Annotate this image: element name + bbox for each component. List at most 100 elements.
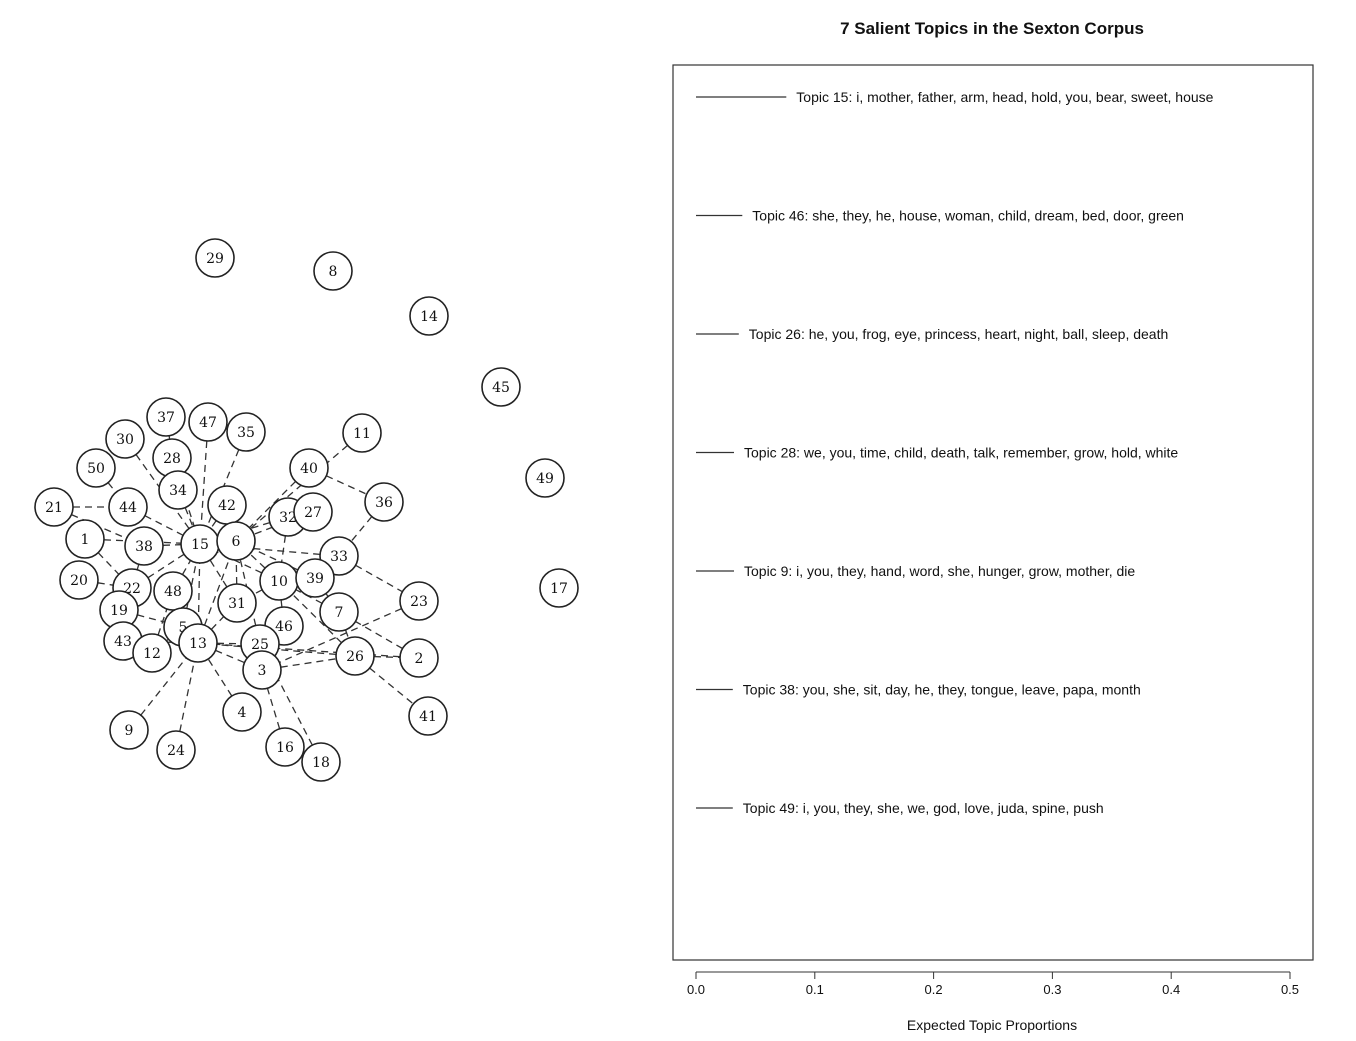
node-7: 7: [319, 592, 359, 632]
node-27: 27: [293, 492, 333, 532]
edge-40-36: [326, 475, 367, 495]
chart-title: 7 Salient Topics in the Sexton Corpus: [840, 19, 1144, 38]
node-circle: [124, 526, 164, 566]
edge-48-15: [181, 560, 192, 575]
node-label: 13: [189, 636, 207, 652]
node-label: 36: [375, 495, 393, 511]
edge-50-44: [107, 482, 117, 493]
edge-47-15: [200, 440, 208, 526]
edge-26-41: [369, 667, 414, 705]
node-label: 11: [353, 426, 371, 442]
node-label: 39: [306, 571, 324, 587]
node-circle: [65, 519, 105, 559]
node-circle: [313, 251, 353, 291]
node-label: 9: [125, 723, 134, 739]
node-label: 30: [116, 432, 134, 448]
node-circle: [301, 742, 341, 782]
node-label: 28: [163, 451, 181, 467]
topic-label: Topic 46: she, they, he, house, woman, c…: [752, 208, 1184, 224]
x-tick-label: 0.0: [687, 982, 705, 997]
node-1: 1: [65, 519, 105, 559]
node-label: 37: [157, 410, 175, 426]
node-circle: [156, 730, 196, 770]
node-label: 19: [110, 603, 128, 619]
node-circle: [59, 560, 99, 600]
edge-46-10: [280, 599, 283, 608]
node-circle: [105, 419, 145, 459]
edge-16-3: [266, 688, 281, 729]
node-label: 14: [420, 309, 438, 325]
node-circle: [217, 583, 257, 623]
node-label: 32: [279, 510, 297, 526]
node-label: 45: [492, 380, 510, 396]
node-label: 40: [300, 461, 318, 477]
edge-5-15: [186, 562, 197, 609]
x-tick-label: 0.3: [1043, 982, 1061, 997]
node-circle: [34, 487, 74, 527]
node-circle: [76, 448, 116, 488]
node-35: 35: [226, 412, 266, 452]
node-circle: [242, 650, 282, 690]
node-circle: [109, 710, 149, 750]
node-26: 26: [335, 636, 375, 676]
node-circle: [108, 487, 148, 527]
node-25: 25: [240, 624, 280, 664]
node-20: 20: [59, 560, 99, 600]
node-47: 47: [188, 402, 228, 442]
topic-bars: Topic 15: i, mother, father, arm, head, …: [696, 89, 1214, 816]
edge-39-6: [252, 548, 299, 571]
edge-42-15: [210, 520, 217, 529]
node-label: 3: [258, 663, 267, 679]
node-label: 35: [237, 425, 255, 441]
node-circle: [399, 638, 439, 678]
node-36: 36: [364, 482, 404, 522]
node-circle: [364, 482, 404, 522]
edge-3-26: [280, 658, 337, 668]
topic-label: Topic 9: i, you, they, hand, word, she, …: [744, 563, 1135, 579]
node-circle: [158, 470, 198, 510]
edge-32-10: [280, 535, 287, 563]
node-label: 26: [346, 649, 364, 665]
x-tick-label: 0.4: [1162, 982, 1180, 997]
node-15: 15: [180, 524, 220, 564]
node-circle: [132, 633, 172, 673]
node-label: 31: [228, 596, 246, 612]
node-21: 21: [34, 487, 74, 527]
node-23: 23: [399, 581, 439, 621]
node-label: 6: [232, 534, 241, 550]
node-circle: [178, 623, 218, 663]
plot-frame: [672, 64, 1314, 961]
node-48: 48: [153, 571, 193, 611]
node-circle: [399, 581, 439, 621]
topic-row: Topic 46: she, they, he, house, woman, c…: [696, 208, 1184, 224]
node-3: 3: [242, 650, 282, 690]
node-circle: [195, 238, 235, 278]
node-label: 25: [251, 637, 269, 653]
node-38: 38: [124, 526, 164, 566]
node-45: 45: [481, 367, 521, 407]
node-label: 12: [143, 646, 161, 662]
node-13: 13: [178, 623, 218, 663]
edge-38-22: [136, 564, 140, 570]
x-axis: 0.0 0.1 0.2 0.3 0.4 0.5: [687, 971, 1299, 997]
x-tick-label: 0.1: [806, 982, 824, 997]
node-circle: [409, 296, 449, 336]
node-label: 20: [70, 573, 88, 589]
node-24: 24: [156, 730, 196, 770]
node-label: 33: [330, 549, 348, 565]
node-circle: [188, 402, 228, 442]
topic-row: Topic 26: he, you, frog, eye, princess, …: [696, 326, 1168, 342]
topic-row: Topic 28: we, you, time, child, death, t…: [696, 445, 1178, 461]
node-label: 5: [179, 620, 188, 636]
edge-31-15: [209, 559, 228, 588]
edge-13-31: [210, 616, 225, 630]
edge-7-26: [344, 629, 350, 639]
node-label: 48: [164, 584, 182, 600]
topic-label: Topic 26: he, you, frog, eye, princess, …: [749, 326, 1168, 342]
node-label: 44: [119, 500, 137, 516]
node-10: 10: [259, 561, 299, 601]
node-label: 21: [45, 500, 63, 516]
edge-13-15: [197, 562, 201, 625]
node-label: 2: [415, 651, 424, 667]
